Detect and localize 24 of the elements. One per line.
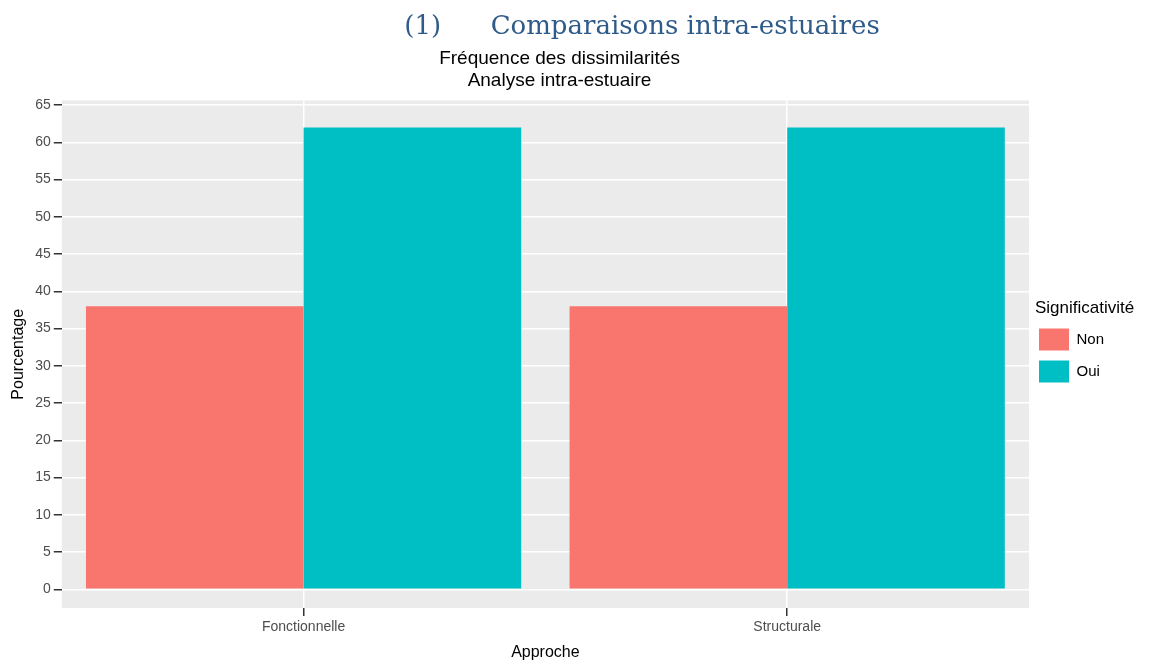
legend-label: Non bbox=[1076, 329, 1105, 347]
text: (1) Comparaisons intra-estuaires bbox=[403, 9, 881, 42]
y-tick-label: 45 bbox=[35, 244, 51, 261]
y-tick-label: 20 bbox=[35, 431, 51, 448]
y-tick-label: 25 bbox=[35, 393, 51, 410]
y-tick-label: 35 bbox=[35, 319, 51, 336]
chart-title: Fréquence des dissimilarités bbox=[439, 46, 680, 68]
y-tick-label: 30 bbox=[35, 356, 51, 373]
y-tick-label: 40 bbox=[35, 282, 51, 299]
y-tick-label: 55 bbox=[35, 170, 51, 187]
x-tick-label: Structurale bbox=[753, 618, 822, 635]
legend-label: Oui bbox=[1076, 361, 1100, 379]
legend-title: Significativité bbox=[1034, 297, 1135, 317]
y-tick-label: 50 bbox=[35, 207, 51, 224]
y-tick-label: 15 bbox=[35, 468, 51, 485]
y-tick-label: 65 bbox=[35, 95, 51, 112]
y-tick-label: 60 bbox=[35, 133, 51, 150]
chart-subtitle: Analyse intra-estuaire bbox=[467, 69, 652, 91]
y-tick-label: 10 bbox=[35, 505, 51, 522]
y-axis-title: Pourcentage bbox=[9, 308, 27, 400]
y-tick-label: 0 bbox=[42, 580, 51, 597]
x-tick-label: Fonctionnelle bbox=[261, 618, 346, 635]
y-tick-label: 5 bbox=[42, 542, 51, 559]
x-axis-title: Approche bbox=[511, 642, 580, 660]
